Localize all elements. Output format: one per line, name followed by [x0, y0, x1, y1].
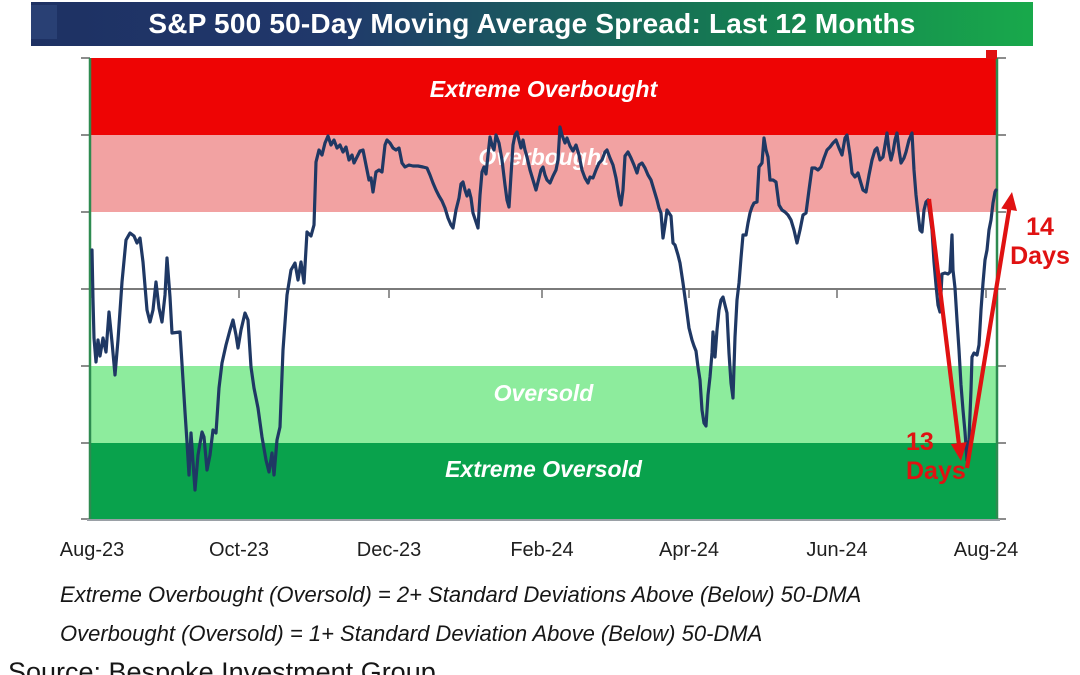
- band-label-extreme-overbought: Extreme Overbought: [429, 76, 658, 102]
- x-tick-label: Apr-24: [658, 539, 720, 561]
- rebound-arrow-head: [1001, 192, 1017, 212]
- band-extreme-oversold: [90, 443, 997, 519]
- decline-days-word: Days: [906, 457, 966, 485]
- source-credit: Source: Bespoke Investment Group: [8, 657, 436, 675]
- footnote-overbought-definition: Overbought (Oversold) = 1+ Standard Devi…: [60, 621, 763, 646]
- annotation-arrow-shaft: [964, 201, 1013, 469]
- decline-days-count: 13: [906, 428, 934, 456]
- rebound-days-word: Days: [1010, 242, 1070, 270]
- spread-series-line: [90, 125, 998, 492]
- x-tick-label: Oct-23: [208, 539, 270, 561]
- x-tick-label: Dec-23: [356, 539, 422, 561]
- band-oversold: [90, 366, 997, 443]
- decline-days-annotation: 13 Days: [906, 428, 976, 486]
- x-tick-label: Jun-24: [806, 539, 868, 561]
- annotation-arrow-shaft: [926, 198, 962, 452]
- band-extreme-overbought: [90, 58, 997, 135]
- top-right-marker: [986, 50, 997, 59]
- chart-title-bar: S&P 500 50-Day Moving Average Spread: La…: [31, 2, 1033, 46]
- band-label-oversold: Oversold: [493, 380, 594, 406]
- x-tick-label: Aug-24: [953, 539, 1019, 561]
- rebound-days-annotation: 14 Days: [1008, 213, 1072, 271]
- footnote-extreme-definition: Extreme Overbought (Oversold) = 2+ Stand…: [60, 582, 862, 607]
- decline-arrow-head: [950, 442, 967, 461]
- title-bar-accent: [31, 5, 57, 39]
- chart-title: S&P 500 50-Day Moving Average Spread: La…: [148, 8, 916, 39]
- x-tick-label: Feb-24: [510, 539, 574, 561]
- rebound-days-count: 14: [1026, 213, 1054, 241]
- band-label-extreme-oversold: Extreme Oversold: [445, 456, 642, 482]
- x-tick-label: Aug-23: [59, 539, 125, 561]
